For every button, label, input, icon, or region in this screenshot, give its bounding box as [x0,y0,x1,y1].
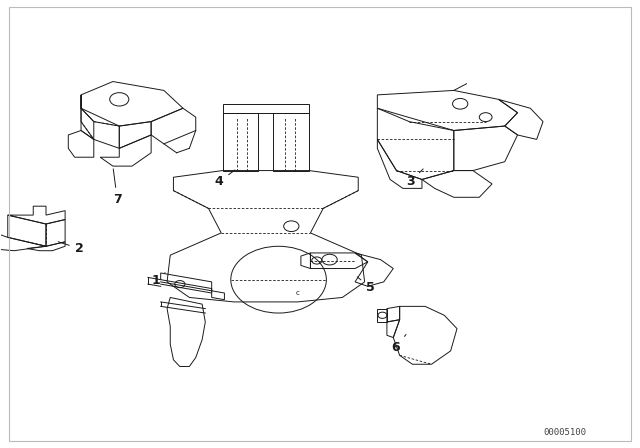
Text: 2: 2 [58,242,83,255]
Text: 7: 7 [113,169,122,206]
Text: c: c [296,290,300,296]
Text: 4: 4 [215,170,235,188]
Text: 5: 5 [357,277,374,294]
Text: 6: 6 [392,334,406,354]
Text: 00005100: 00005100 [544,428,587,437]
Text: 3: 3 [406,169,423,188]
Text: 1: 1 [151,272,165,288]
